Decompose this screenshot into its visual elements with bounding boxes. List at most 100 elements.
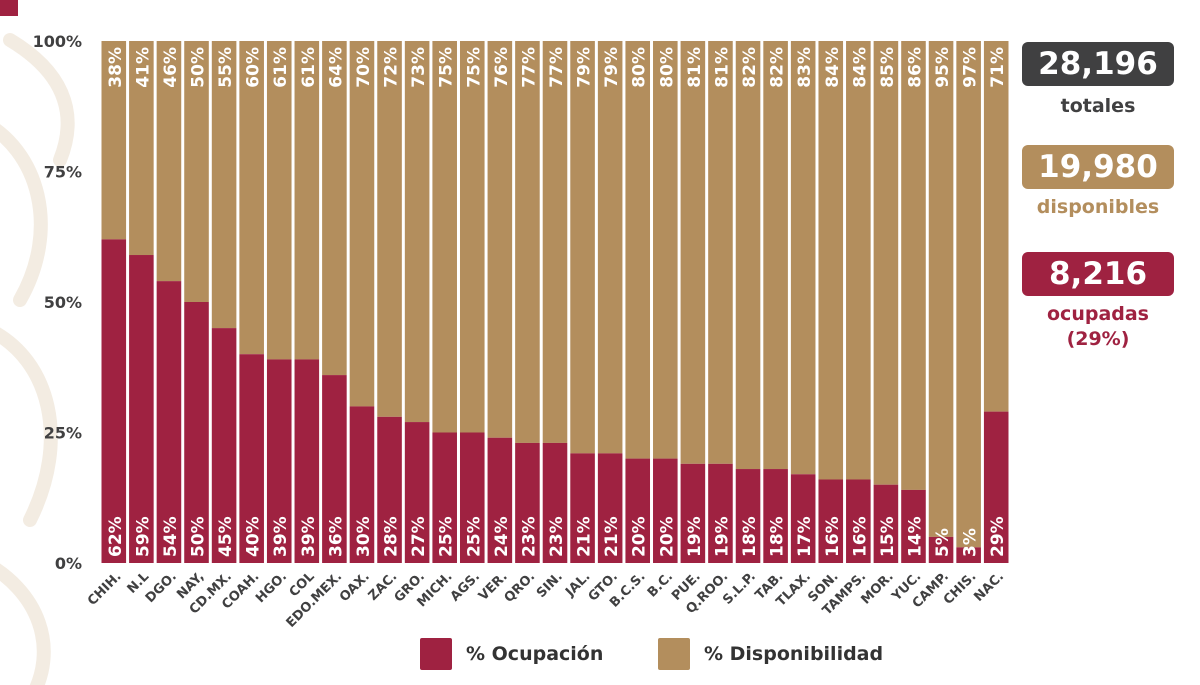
bar-ocupacion-0 [101, 239, 127, 564]
data-label-ocupacion: 59% [133, 516, 153, 557]
data-label-disponibilidad: 72% [382, 47, 402, 88]
data-label-disponibilidad: 80% [630, 47, 650, 88]
x-tick-label: SIN. [534, 569, 566, 601]
disponibles-label: disponibles [1036, 196, 1160, 218]
data-label-ocupacion: 21% [602, 516, 622, 557]
bar-ocupacion-19 [625, 458, 651, 563]
bar-ocupacion-3 [184, 302, 209, 563]
data-label-disponibilidad: 81% [712, 47, 732, 88]
bar-labels: 38% 62% 41% 59% 46% 54% 50% 50% 55% 45% 60% 40% 61% 3… [106, 47, 1008, 557]
bar-disponibilidad-16 [542, 41, 568, 443]
data-label-ocupacion: 3% [961, 528, 981, 557]
data-label-disponibilidad: 70% [354, 47, 374, 88]
bar-disponibilidad-11 [404, 41, 430, 423]
bar-ocupacion-7 [294, 359, 320, 563]
data-label-disponibilidad: 38% [106, 47, 126, 88]
bar-disponibilidad-8 [322, 41, 347, 376]
bar-disponibilidad-24 [763, 41, 788, 470]
data-label-disponibilidad: 82% [740, 47, 760, 88]
data-label-ocupacion: 39% [299, 516, 319, 557]
data-label-ocupacion: 25% [437, 516, 457, 557]
bar-disponibilidad-19 [625, 41, 651, 459]
bar-disponibilidad-6 [266, 41, 292, 360]
data-label-ocupacion: 30% [354, 516, 374, 557]
bar-ocupacion-20 [653, 458, 678, 563]
data-label-disponibilidad: 71% [988, 47, 1008, 88]
data-label-disponibilidad: 81% [685, 47, 705, 88]
bar-ocupacion-16 [542, 442, 568, 563]
data-label-ocupacion: 20% [657, 516, 677, 557]
totales-label: totales [1060, 95, 1136, 117]
ocupadas-label: ocupadas [1047, 303, 1149, 325]
x-tick-label: CHIH. [85, 569, 125, 609]
y-axis: 0% 25% 50% 75% 100% [33, 32, 82, 573]
data-label-disponibilidad: 80% [657, 47, 677, 88]
data-label-ocupacion: 45% [216, 516, 236, 557]
data-label-ocupacion: 23% [519, 516, 539, 557]
bar-ocupacion-17 [570, 453, 595, 563]
bar-ocupacion-23 [735, 469, 761, 563]
data-label-disponibilidad: 76% [492, 47, 512, 88]
totales-value-badge: 28,196 [1022, 42, 1174, 86]
data-label-ocupacion: 15% [878, 516, 898, 557]
data-label-disponibilidad: 60% [244, 47, 264, 88]
bar-disponibilidad-26 [818, 41, 844, 480]
data-label-ocupacion: 20% [630, 516, 650, 557]
data-label-ocupacion: 39% [271, 516, 291, 557]
bar-disponibilidad-28 [873, 41, 899, 485]
data-label-disponibilidad: 50% [189, 47, 209, 88]
data-label-ocupacion: 23% [547, 516, 567, 557]
data-label-disponibilidad: 77% [547, 47, 567, 88]
bar-disponibilidad-5 [239, 41, 264, 355]
x-tick-label: AGS. [448, 569, 483, 604]
data-label-disponibilidad: 86% [905, 47, 925, 88]
bar-ocupacion-5 [239, 354, 264, 563]
data-label-disponibilidad: 84% [823, 47, 843, 88]
data-label-disponibilidad: 61% [299, 47, 319, 88]
data-label-ocupacion: 19% [712, 516, 732, 557]
y-tick-label: 25% [44, 424, 82, 443]
bar-ocupacion-30 [928, 536, 954, 563]
bar-ocupacion-15 [515, 442, 540, 563]
data-label-disponibilidad: 79% [575, 47, 595, 88]
data-label-ocupacion: 5% [933, 528, 953, 557]
bar-disponibilidad-30 [928, 41, 954, 537]
y-tick-label: 50% [44, 293, 82, 312]
x-tick-label: NAC. [971, 569, 1007, 605]
data-label-disponibilidad: 73% [409, 47, 429, 88]
ocupadas-caption: ocupadas (29%) [1010, 302, 1186, 352]
bar-ocupacion-29 [901, 489, 926, 563]
bar-disponibilidad-7 [294, 41, 320, 360]
data-label-ocupacion: 17% [795, 516, 815, 557]
data-label-disponibilidad: 75% [464, 47, 484, 88]
data-label-ocupacion: 24% [492, 516, 512, 557]
bar-ocupacion-4 [211, 328, 237, 563]
data-label-disponibilidad: 97% [961, 47, 981, 88]
x-tick-label: HGO. [253, 569, 290, 606]
bar-disponibilidad-12 [432, 41, 457, 433]
ocupadas-value-badge: 8,216 [1022, 252, 1174, 296]
data-label-ocupacion: 54% [161, 516, 181, 557]
data-label-ocupacion: 50% [189, 516, 209, 557]
bar-disponibilidad-3 [184, 41, 209, 302]
data-label-disponibilidad: 83% [795, 47, 815, 88]
bar-ocupacion-31 [956, 547, 981, 563]
bar-disponibilidad-31 [956, 41, 981, 548]
bar-ocupacion-10 [377, 416, 402, 563]
bar-ocupacion-28 [873, 484, 899, 563]
corner-accent [0, 0, 18, 16]
bar-disponibilidad-4 [211, 41, 237, 329]
data-label-disponibilidad: 64% [326, 47, 346, 88]
data-label-ocupacion: 25% [464, 516, 484, 557]
data-label-ocupacion: 40% [244, 516, 264, 557]
data-label-disponibilidad: 79% [602, 47, 622, 88]
data-label-disponibilidad: 41% [133, 47, 153, 88]
bar-ocupacion-32 [983, 411, 1009, 563]
data-label-ocupacion: 21% [575, 516, 595, 557]
bar-ocupacion-22 [708, 463, 733, 563]
legend-item-disponibilidad: % Disponibilidad [658, 638, 883, 670]
bar-disponibilidad-2 [156, 41, 182, 282]
bar-ocupacion-13 [459, 432, 485, 563]
bar-disponibilidad-14 [487, 41, 513, 438]
